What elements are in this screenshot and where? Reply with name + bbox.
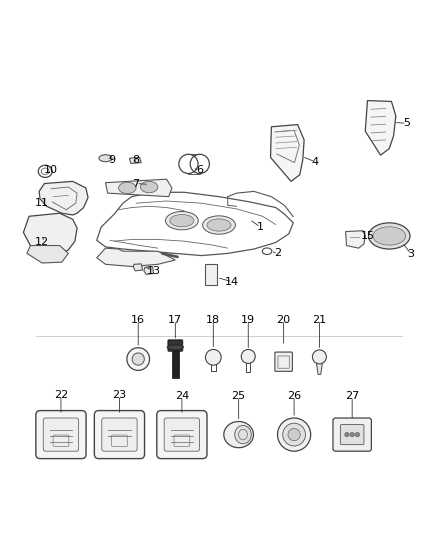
FancyBboxPatch shape <box>102 418 137 451</box>
Text: 1: 1 <box>257 222 264 232</box>
Polygon shape <box>271 125 304 181</box>
Text: 12: 12 <box>35 238 49 247</box>
FancyBboxPatch shape <box>43 418 79 451</box>
FancyBboxPatch shape <box>36 410 86 458</box>
Ellipse shape <box>167 345 184 350</box>
Ellipse shape <box>373 227 406 245</box>
Ellipse shape <box>166 212 198 230</box>
Text: 22: 22 <box>54 390 68 400</box>
Polygon shape <box>365 101 396 155</box>
Circle shape <box>283 423 305 446</box>
Text: 20: 20 <box>276 315 291 325</box>
FancyBboxPatch shape <box>333 418 371 451</box>
Polygon shape <box>106 179 172 197</box>
Circle shape <box>345 432 349 437</box>
Ellipse shape <box>368 223 410 249</box>
Circle shape <box>350 432 354 437</box>
Text: 27: 27 <box>345 391 359 401</box>
FancyBboxPatch shape <box>168 340 183 351</box>
Polygon shape <box>130 157 141 164</box>
Polygon shape <box>144 266 153 274</box>
Text: 25: 25 <box>232 391 246 401</box>
FancyBboxPatch shape <box>157 410 207 458</box>
Text: 9: 9 <box>109 155 116 165</box>
Ellipse shape <box>99 155 112 161</box>
Circle shape <box>205 350 221 365</box>
Circle shape <box>127 348 150 370</box>
Text: 21: 21 <box>312 315 326 325</box>
Text: 18: 18 <box>206 315 220 325</box>
FancyBboxPatch shape <box>340 425 364 445</box>
Polygon shape <box>316 362 322 374</box>
Circle shape <box>355 432 360 437</box>
Ellipse shape <box>235 425 251 444</box>
FancyBboxPatch shape <box>275 352 292 372</box>
Ellipse shape <box>141 181 158 193</box>
Text: 4: 4 <box>311 157 318 167</box>
Circle shape <box>132 353 145 365</box>
Polygon shape <box>97 248 175 266</box>
Polygon shape <box>39 181 88 215</box>
Text: 17: 17 <box>168 315 182 325</box>
Text: 19: 19 <box>241 315 255 325</box>
Text: 24: 24 <box>175 391 189 401</box>
Bar <box>205 264 217 285</box>
Text: 8: 8 <box>132 155 140 165</box>
Text: 6: 6 <box>196 165 203 175</box>
FancyBboxPatch shape <box>94 410 145 458</box>
Text: 10: 10 <box>44 165 58 175</box>
Text: 11: 11 <box>35 198 49 208</box>
Text: 26: 26 <box>287 391 301 401</box>
Text: 2: 2 <box>274 248 282 259</box>
Ellipse shape <box>207 219 231 231</box>
Circle shape <box>241 350 255 364</box>
Ellipse shape <box>170 215 194 227</box>
Circle shape <box>288 429 300 441</box>
Text: 15: 15 <box>360 231 374 241</box>
Bar <box>172 346 179 378</box>
Text: 5: 5 <box>403 118 410 128</box>
FancyBboxPatch shape <box>164 418 200 451</box>
Polygon shape <box>134 264 143 271</box>
Ellipse shape <box>119 182 136 193</box>
Ellipse shape <box>203 216 235 234</box>
Text: 23: 23 <box>113 390 127 400</box>
Polygon shape <box>27 246 68 263</box>
Polygon shape <box>346 231 365 248</box>
Text: 14: 14 <box>225 277 239 287</box>
Circle shape <box>312 350 326 364</box>
Circle shape <box>278 418 311 451</box>
Text: 16: 16 <box>131 315 145 325</box>
Text: 13: 13 <box>146 266 160 276</box>
Polygon shape <box>23 213 77 256</box>
Ellipse shape <box>224 422 254 448</box>
Text: 7: 7 <box>132 179 140 189</box>
Text: 3: 3 <box>408 249 415 259</box>
